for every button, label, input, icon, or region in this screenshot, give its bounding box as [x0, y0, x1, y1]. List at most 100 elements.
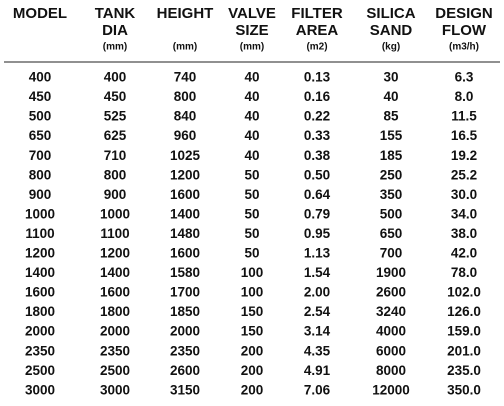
cell: 2350	[25, 343, 55, 358]
cell: 40	[244, 89, 259, 104]
cell: 2500	[25, 363, 55, 378]
cell: 650	[29, 128, 52, 143]
cell: 2000	[170, 324, 200, 339]
cell: 0.64	[304, 187, 331, 202]
cell: 350	[380, 187, 403, 202]
cell: 0.16	[304, 89, 331, 104]
cell: 0.33	[304, 128, 331, 143]
column-title: TANK	[95, 5, 136, 22]
column-unit: (m2)	[306, 42, 327, 53]
column-title: SIZE	[235, 22, 268, 39]
cell: 840	[174, 109, 197, 124]
column-title: VALVE	[228, 5, 276, 22]
cell: 40	[244, 70, 259, 85]
cell: 450	[104, 89, 127, 104]
cell: 8.0	[455, 89, 474, 104]
cell: 1580	[170, 265, 200, 280]
cell: 8000	[376, 363, 406, 378]
column-title: HEIGHT	[157, 5, 214, 22]
cell: 1700	[170, 285, 200, 300]
cell: 400	[29, 70, 52, 85]
column-title: MODEL	[13, 5, 67, 22]
cell: 1600	[170, 187, 200, 202]
cell: 1600	[100, 285, 130, 300]
cell: 100	[241, 265, 264, 280]
column-unit: (kg)	[382, 42, 400, 53]
cell: 525	[104, 109, 127, 124]
cell: 3150	[170, 382, 200, 397]
cell: 85	[383, 109, 399, 124]
cell: 1850	[170, 304, 200, 319]
cell: 1400	[25, 265, 55, 280]
cell: 700	[380, 246, 403, 261]
cell: 4000	[376, 324, 406, 339]
cell: 1.13	[304, 246, 331, 261]
cell: 800	[29, 167, 52, 182]
cell: 700	[29, 148, 52, 163]
cell: 1600	[170, 246, 200, 261]
column-title: AREA	[296, 22, 339, 39]
cell: 2000	[100, 324, 130, 339]
cell: 1025	[170, 148, 201, 163]
cell: 2600	[170, 363, 200, 378]
cell: 38.0	[451, 226, 477, 241]
column-title: DIA	[102, 22, 128, 39]
cell: 2350	[170, 343, 200, 358]
cell: 34.0	[451, 206, 477, 221]
cell: 0.38	[304, 148, 331, 163]
column-unit: (mm)	[103, 42, 127, 53]
cell: 450	[29, 89, 52, 104]
cell: 201.0	[447, 343, 481, 358]
cell: 1100	[25, 226, 54, 241]
cell: 1400	[100, 265, 130, 280]
cell: 350.0	[447, 382, 481, 397]
cell: 1200	[100, 246, 130, 261]
cell: 2000	[25, 324, 55, 339]
cell: 40	[244, 128, 259, 143]
cell: 200	[241, 382, 264, 397]
cell: 11.5	[451, 109, 477, 124]
cell: 200	[241, 363, 264, 378]
column-unit: (m3/h)	[449, 42, 479, 53]
cell: 126.0	[447, 304, 481, 319]
cell: 0.22	[304, 109, 330, 124]
cell: 960	[174, 128, 197, 143]
cell: 19.2	[451, 148, 477, 163]
cell: 3240	[376, 304, 406, 319]
cell: 40	[244, 148, 259, 163]
cell: 800	[104, 167, 127, 182]
cell: 0.95	[304, 226, 331, 241]
cell: 150	[241, 304, 264, 319]
cell: 40	[244, 109, 259, 124]
cell: 3000	[100, 382, 130, 397]
cell: 50	[244, 206, 259, 221]
cell: 50	[244, 246, 259, 261]
cell: 2600	[376, 285, 406, 300]
cell: 78.0	[451, 265, 477, 280]
cell: 0.50	[304, 167, 330, 182]
cell: 155	[380, 128, 403, 143]
cell: 0.13	[304, 70, 331, 85]
cell: 1800	[25, 304, 55, 319]
cell: 3000	[25, 382, 55, 397]
cell: 4.35	[304, 343, 331, 358]
cell: 2500	[100, 363, 130, 378]
cell: 102.0	[447, 285, 481, 300]
cell: 2.54	[304, 304, 331, 319]
cell: 625	[104, 128, 127, 143]
cell: 1900	[376, 265, 406, 280]
cell: 1200	[170, 167, 200, 182]
cell: 2.00	[304, 285, 330, 300]
cell: 1100	[100, 226, 129, 241]
cell: 2350	[100, 343, 130, 358]
cell: 12000	[372, 382, 410, 397]
cell: 7.06	[304, 382, 331, 397]
cell: 1400	[170, 206, 200, 221]
cell: 4.91	[304, 363, 331, 378]
cell: 42.0	[451, 246, 477, 261]
cell: 6.3	[455, 70, 474, 85]
cell: 1000	[25, 206, 55, 221]
cell: 3.14	[304, 324, 331, 339]
